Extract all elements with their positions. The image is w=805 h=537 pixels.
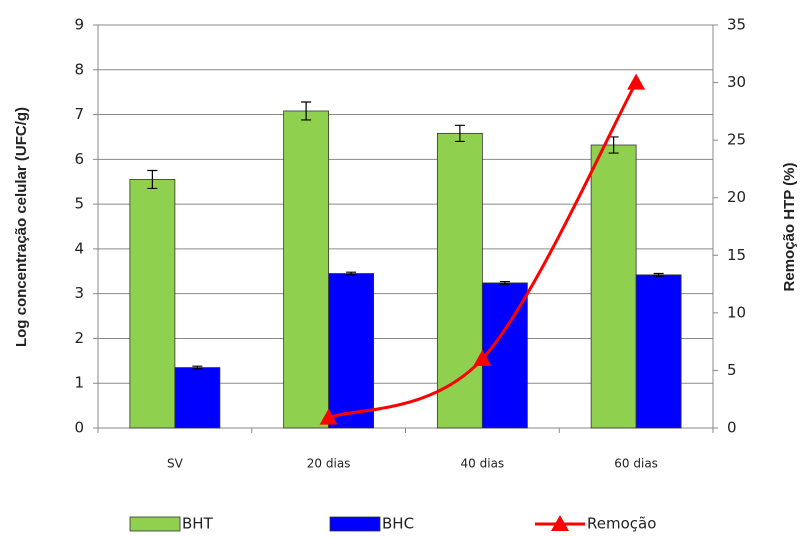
bar [283, 110, 330, 429]
marker [627, 73, 646, 90]
marker [473, 349, 492, 366]
y-tick-label: 9 [74, 16, 84, 34]
y-axis-title: Log concentração celular (UFC/g) [13, 107, 30, 347]
legend-label: BHT [182, 515, 214, 533]
y2-tick-label: 0 [727, 419, 737, 437]
y2-tick-label: 5 [727, 361, 737, 379]
legend-swatch [329, 516, 381, 532]
y2-tick-label: 35 [727, 16, 746, 34]
error-bar [147, 169, 158, 190]
bar [436, 132, 483, 429]
bar [129, 179, 176, 429]
legend-label: Remoção [587, 515, 656, 533]
x-tick-label: 40 dias [461, 457, 505, 471]
line [328, 81, 638, 420]
bar [590, 144, 637, 429]
x-tick-label: 60 dias [614, 457, 658, 471]
y2-tick-label: 20 [727, 188, 746, 206]
legend-swatch [129, 516, 181, 532]
marker [319, 408, 338, 425]
error-bar [346, 271, 357, 276]
y2-tick-label: 30 [727, 73, 746, 91]
bar [174, 367, 221, 429]
error-bar [653, 272, 664, 277]
x-tick-label: 20 dias [307, 457, 351, 471]
y-tick-label: 3 [74, 284, 84, 302]
error-bar [301, 101, 312, 121]
error-bar [454, 124, 465, 143]
y2-tick-label: 15 [727, 246, 746, 264]
y-tick-label: 0 [74, 419, 84, 437]
y-tick-label: 2 [74, 329, 84, 347]
y2-tick-label: 10 [727, 303, 746, 321]
y-tick-label: 6 [74, 150, 84, 168]
x-tick-label: SV [167, 457, 184, 471]
bar [635, 274, 682, 429]
y-tick-label: 5 [74, 195, 84, 213]
legend-marker [551, 515, 569, 531]
error-bar [499, 280, 510, 285]
bar [328, 273, 375, 429]
y-tick-label: 8 [74, 60, 84, 78]
y2-axis-title: Remoção HTP (%) [781, 163, 798, 292]
y-tick-label: 1 [74, 374, 84, 392]
y-tick-label: 4 [74, 239, 84, 257]
legend-label: BHC [382, 515, 414, 533]
error-bar [192, 365, 203, 370]
y2-tick-label: 25 [727, 131, 746, 149]
y-tick-label: 7 [74, 105, 84, 123]
